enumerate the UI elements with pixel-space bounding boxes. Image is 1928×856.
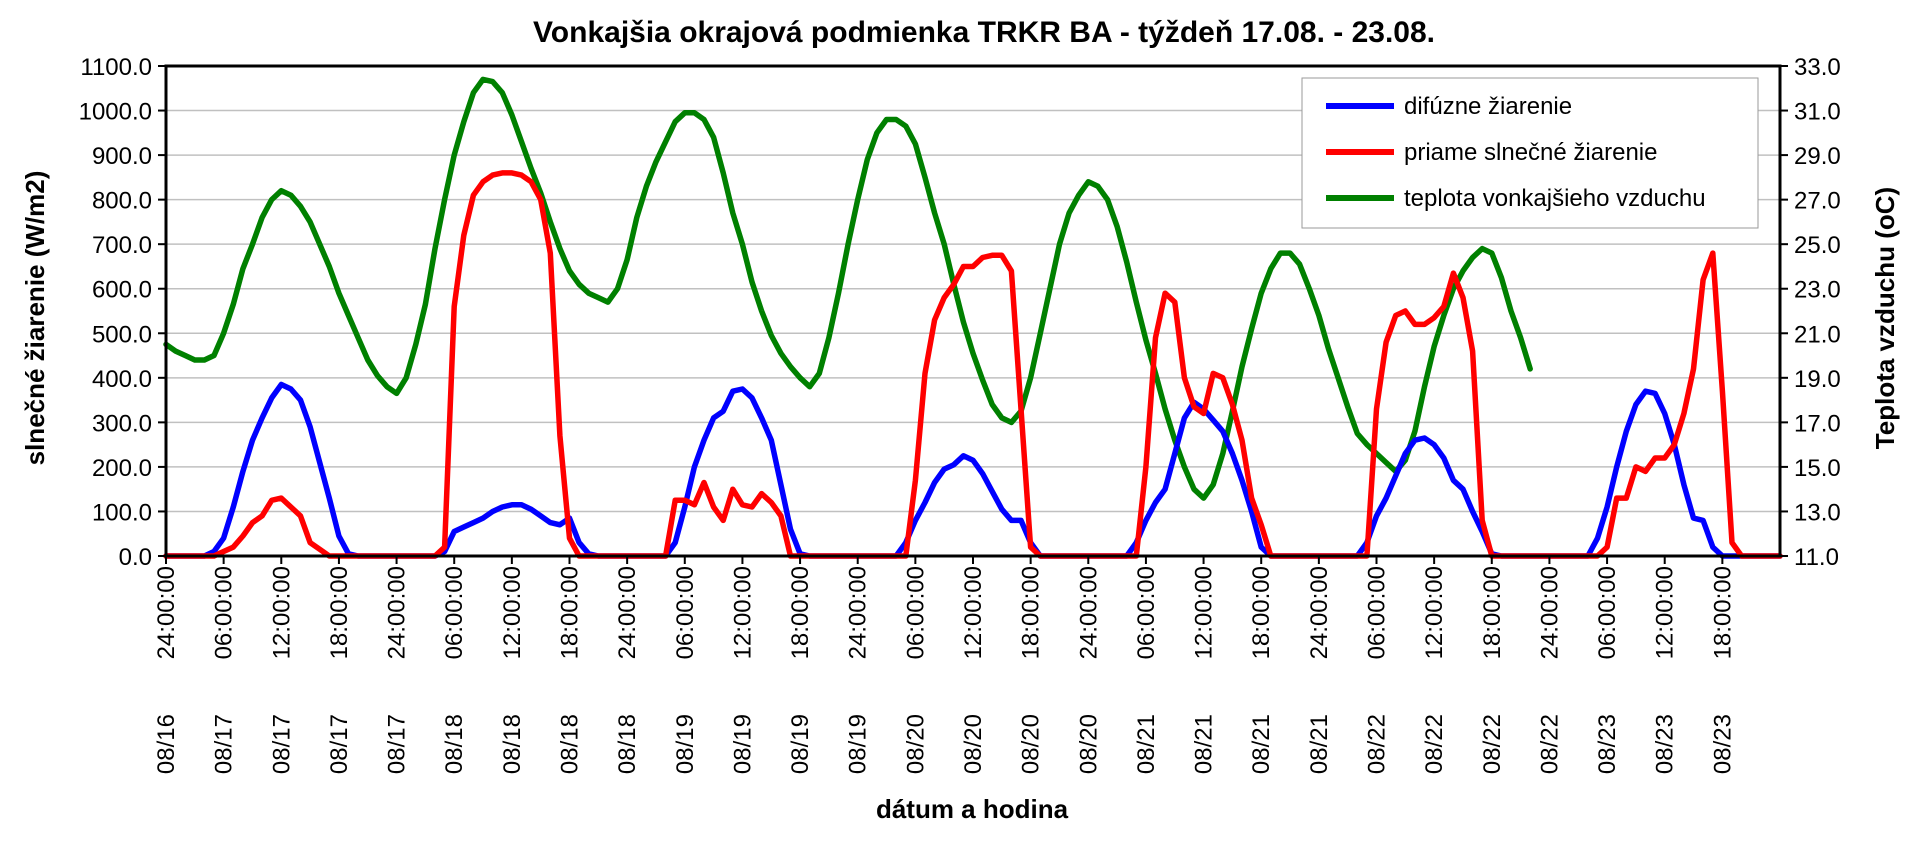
left-tick-label: 900.0 [92, 143, 152, 170]
left-axis-ticks: 0.0 100.0 200.0 300.0 400.0 500.0 600.0 700.0 80… [79, 54, 166, 571]
x-tick-date-label: 08/22 [1364, 714, 1391, 774]
right-tick-label: 17.0 [1794, 410, 1841, 437]
x-tick-date-label: 08/22 [1479, 714, 1506, 774]
x-tick-time-label: 12:00:00 [1191, 566, 1218, 659]
x-tick-date-label: 08/20 [1018, 714, 1045, 774]
right-tick-label: 23.0 [1794, 277, 1841, 304]
x-tick-date-label: 08/21 [1133, 714, 1160, 774]
right-tick-label: 29.0 [1794, 143, 1841, 170]
x-tick-time-label: 18:00:00 [1248, 566, 1275, 659]
x-tick-date-label: 08/17 [384, 714, 411, 774]
series-line-2 [163, 76, 1533, 501]
right-tick-label: 11.0 [1794, 544, 1839, 571]
x-tick-date-label: 08/17 [211, 714, 238, 774]
legend-label-1: priame slnečné žiarenie [1404, 139, 1657, 166]
chart-title: Vonkajšia okrajová podmienka TRKR BA - t… [533, 16, 1435, 49]
x-tick-time-label: 24:00:00 [1306, 566, 1333, 659]
x-tick-date-label: 08/19 [729, 714, 756, 774]
x-tick-date-label: 08/21 [1306, 714, 1333, 774]
x-tick-time-label: 24:00:00 [1536, 566, 1563, 659]
x-axis-title: dátum a hodina [876, 794, 1069, 824]
x-tick-date-label: 08/18 [614, 714, 641, 774]
left-tick-label: 800.0 [92, 188, 152, 215]
left-tick-label: 400.0 [92, 366, 152, 393]
legend-label-0: difúzne žiarenie [1404, 93, 1572, 120]
x-tick-date-label: 08/20 [960, 714, 987, 774]
x-axis-ticks: 24:00:00 08/16 06:00:00 08/17 12:00:00 08/17 1… [153, 556, 1736, 774]
legend: difúzne žiarenie priame slnečné žiarenie t… [1301, 77, 1759, 229]
x-tick-time-label: 24:00:00 [845, 566, 872, 659]
x-tick-time-label: 06:00:00 [902, 566, 929, 659]
x-tick-time-label: 12:00:00 [729, 566, 756, 659]
right-tick-label: 13.0 [1794, 499, 1841, 526]
x-tick-time-label: 06:00:00 [1594, 566, 1621, 659]
x-tick-time-label: 24:00:00 [153, 566, 180, 659]
right-tick-label: 19.0 [1794, 366, 1841, 393]
left-tick-label: 0.0 [119, 544, 152, 571]
legend-label-2: teplota vonkajšieho vzduchu [1404, 185, 1706, 212]
x-tick-time-label: 18:00:00 [1709, 566, 1736, 659]
left-tick-label: 1000.0 [79, 99, 152, 126]
x-tick-date-label: 08/19 [787, 714, 814, 774]
x-tick-date-label: 08/23 [1594, 714, 1621, 774]
series-line-1 [163, 170, 1783, 559]
x-tick-time-label: 18:00:00 [1479, 566, 1506, 659]
right-axis-ticks: 11.0 13.0 15.0 17.0 19.0 21.0 23.0 25.0 27.0 29.0… [1780, 54, 1841, 571]
x-tick-date-label: 08/18 [441, 714, 468, 774]
x-tick-time-label: 12:00:00 [960, 566, 987, 659]
left-tick-label: 200.0 [92, 455, 152, 482]
right-tick-label: 21.0 [1794, 321, 1841, 348]
left-tick-label: 1100.0 [80, 54, 152, 81]
x-tick-time-label: 24:00:00 [1075, 566, 1102, 659]
x-tick-date-label: 08/21 [1248, 714, 1275, 774]
x-tick-date-label: 08/20 [1075, 714, 1102, 774]
x-tick-time-label: 12:00:00 [1652, 566, 1679, 659]
x-tick-time-label: 12:00:00 [1421, 566, 1448, 659]
x-tick-date-label: 08/22 [1536, 714, 1563, 774]
x-tick-date-label: 08/19 [672, 714, 699, 774]
left-tick-label: 700.0 [92, 232, 152, 259]
x-tick-date-label: 08/21 [1191, 714, 1218, 774]
left-axis-title: slnečné žiarenie (W/m2) [20, 171, 50, 466]
right-tick-label: 25.0 [1794, 232, 1841, 259]
x-tick-time-label: 06:00:00 [1364, 566, 1391, 659]
x-tick-time-label: 18:00:00 [326, 566, 353, 659]
x-tick-time-label: 06:00:00 [1133, 566, 1160, 659]
x-tick-date-label: 08/23 [1709, 714, 1736, 774]
x-tick-date-label: 08/16 [153, 714, 180, 774]
x-tick-time-label: 18:00:00 [787, 566, 814, 659]
right-tick-label: 31.0 [1794, 99, 1841, 126]
x-tick-time-label: 12:00:00 [499, 566, 526, 659]
x-tick-date-label: 08/20 [902, 714, 929, 774]
x-tick-time-label: 18:00:00 [1018, 566, 1045, 659]
right-tick-label: 15.0 [1794, 455, 1841, 482]
x-tick-time-label: 06:00:00 [211, 566, 238, 659]
x-tick-time-label: 24:00:00 [614, 566, 641, 659]
x-tick-date-label: 08/17 [326, 714, 353, 774]
right-tick-label: 27.0 [1794, 188, 1841, 215]
x-tick-time-label: 24:00:00 [384, 566, 411, 659]
left-tick-label: 600.0 [92, 277, 152, 304]
right-axis-title: Teplota vzduchu (oC) [1870, 187, 1900, 449]
x-tick-time-label: 06:00:00 [441, 566, 468, 659]
left-tick-label: 500.0 [92, 321, 152, 348]
x-tick-time-label: 18:00:00 [557, 566, 584, 659]
x-tick-time-label: 06:00:00 [672, 566, 699, 659]
x-tick-date-label: 08/18 [499, 714, 526, 774]
right-tick-label: 33.0 [1794, 54, 1841, 81]
left-tick-label: 300.0 [92, 410, 152, 437]
x-tick-time-label: 12:00:00 [268, 566, 295, 659]
x-tick-date-label: 08/22 [1421, 714, 1448, 774]
x-tick-date-label: 08/17 [268, 714, 295, 774]
series-layer [163, 76, 1783, 559]
x-tick-date-label: 08/18 [557, 714, 584, 774]
x-tick-date-label: 08/23 [1652, 714, 1679, 774]
left-tick-label: 100.0 [92, 499, 152, 526]
x-tick-date-label: 08/19 [845, 714, 872, 774]
